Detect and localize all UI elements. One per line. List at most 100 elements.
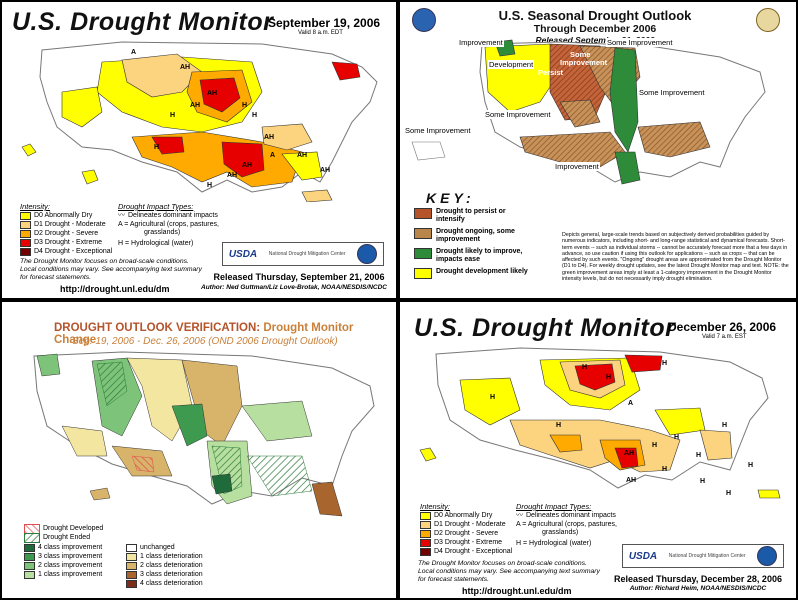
- map-label: AH: [227, 172, 238, 179]
- noaa-logo: [412, 8, 436, 32]
- panel4-map: [419, 347, 781, 499]
- label-persist: Persist: [538, 68, 564, 77]
- map-label: H: [700, 478, 706, 485]
- impact-row: 〰 Delineates dominant impacts: [516, 512, 616, 519]
- noaa-logo: [357, 244, 378, 264]
- map-label: H: [606, 374, 612, 381]
- panel1-title: U.S. Drought Monitor: [12, 8, 274, 36]
- swatch: [20, 248, 31, 256]
- panel3-map: [33, 351, 375, 517]
- map-label: H: [652, 442, 658, 449]
- legend-d2: D2 Drought - Severe: [420, 530, 498, 538]
- key-persist: Drought to persist or intensify: [414, 208, 534, 224]
- impact-title: Drought Impact Types:: [516, 502, 592, 511]
- legend-deteriorate-2: 2 class deterioration: [126, 562, 203, 570]
- panel2-title: U.S. Seasonal Drought Outlook: [498, 8, 692, 23]
- panel1-url[interactable]: http://drought.unl.edu/dm: [60, 284, 170, 294]
- impact-row: A = Agricultural (crops, pastures,: [516, 521, 617, 528]
- map-label: H: [170, 112, 176, 119]
- map-label: H: [662, 360, 668, 367]
- map-label: H: [207, 182, 213, 189]
- map-label: H: [490, 394, 496, 401]
- impact-line-icon: 〰: [118, 212, 125, 219]
- impact-row: grasslands): [144, 229, 181, 236]
- legend-improve-1: 1 class improvement: [24, 571, 102, 579]
- panel4-date: December 26, 2006: [668, 320, 777, 334]
- panel4-author: Author: Richard Heim, NOAA/NESDIS/NCDC: [629, 585, 767, 592]
- legend-deteriorate-3: 3 class deterioration: [126, 571, 203, 579]
- map-label: AH: [626, 477, 637, 484]
- noaa-logo: [757, 546, 778, 566]
- map-label: AH: [207, 90, 218, 97]
- map-label: H: [154, 144, 160, 151]
- swatch: [20, 212, 31, 220]
- impact-row: grasslands): [542, 529, 579, 536]
- panel4-url[interactable]: http://drought.unl.edu/dm: [462, 586, 572, 596]
- impact-row: 〰 Delineates dominant impacts: [118, 212, 218, 219]
- panel1-logos: USDA National Drought Mitigation Center: [222, 242, 384, 266]
- map-label: AH: [242, 162, 253, 169]
- impact-row: H = Hydrological (water): [118, 240, 194, 247]
- commerce-seal-icon: [756, 8, 780, 32]
- legend-improve-4: 4 class improvement: [24, 544, 102, 552]
- key-development: Drought development likely: [414, 268, 534, 279]
- key-title: KEY:: [426, 190, 475, 206]
- panel4-logos: USDA National Drought Mitigation Center: [622, 544, 784, 568]
- panel1-released: Released Thursday, September 21, 2006: [213, 272, 385, 282]
- map-label: AH: [624, 450, 635, 457]
- intensity-title: Intensity:: [420, 502, 451, 511]
- panel4-title: U.S. Drought Monitor: [414, 314, 676, 342]
- map-label: H: [748, 462, 754, 469]
- ndmc-logo: National Drought Mitigation Center: [668, 553, 746, 559]
- panel-drought-monitor-dec: U.S. Drought Monitor December 26, 2006 V…: [400, 302, 796, 598]
- map-label: A: [131, 49, 137, 56]
- intensity-title: Intensity:: [20, 202, 51, 211]
- map-label: H: [252, 112, 258, 119]
- verification-title: DROUGHT OUTLOOK VERIFICATION: Drought Mo…: [54, 322, 354, 346]
- impact-title: Drought Impact Types:: [118, 202, 194, 211]
- map-label: AH: [297, 152, 308, 159]
- map-label: H: [662, 466, 668, 473]
- label-some-improvement-ne: Some Improvement: [638, 88, 706, 97]
- usda-logo: USDA: [628, 550, 658, 562]
- panel2-map: [411, 39, 766, 185]
- label-some: Some: [570, 50, 591, 59]
- legend-unchanged: unchanged: [126, 544, 175, 552]
- map-label: AH: [320, 167, 331, 174]
- map-label: H: [696, 452, 702, 459]
- map-label: H: [556, 422, 562, 429]
- legend-improve-2: 2 class improvement: [24, 562, 102, 570]
- panel-seasonal-outlook: U.S. Seasonal Drought Outlook Through De…: [400, 2, 796, 298]
- map-label: H: [722, 422, 728, 429]
- map-label: AH: [180, 64, 191, 71]
- legend-improve-3: 3 class improvement: [24, 553, 102, 561]
- usda-logo: USDA: [228, 248, 258, 260]
- map-label: AH: [190, 102, 201, 109]
- label-improvement: Improvement: [458, 38, 504, 47]
- key-improve: Drought likely to improve, impacts ease: [414, 248, 534, 264]
- legend-drought-ended: Drought Ended: [24, 533, 90, 543]
- impact-row: A = Agricultural (crops, pastures,: [118, 221, 219, 228]
- label-some-improvement-nw: Some Improvement: [606, 38, 674, 47]
- legend-d1: D1 Drought - Moderate: [20, 221, 106, 229]
- map-label: AH: [264, 134, 275, 141]
- legend-d4: D4 Drought - Exceptional: [20, 248, 112, 256]
- label-some-improvement-mid: Some Improvement: [484, 110, 552, 119]
- swatch: [20, 239, 31, 247]
- verification-subtitle: Sep. 19, 2006 - Dec. 26, 2006 (OND 2006 …: [72, 336, 338, 347]
- panel4-valid: Valid 7 a.m. EST: [702, 334, 747, 340]
- map-label: H: [674, 434, 680, 441]
- panel-verification: DROUGHT OUTLOOK VERIFICATION: Drought Mo…: [2, 302, 396, 598]
- swatch: [20, 221, 31, 229]
- legend-d2: D2 Drought - Severe: [20, 230, 98, 238]
- label-improvement-s: Improvement: [554, 162, 600, 171]
- impact-row: H = Hydrological (water): [516, 540, 592, 547]
- legend-d0: D0 Abnormally Dry: [20, 212, 92, 220]
- legend-deteriorate-1: 1 class deterioration: [126, 553, 203, 561]
- map-label: A: [628, 400, 634, 407]
- panel1-date: September 19, 2006: [268, 16, 381, 30]
- legend-d3: D3 Drought - Extreme: [420, 539, 502, 547]
- panel2-subtitle: Through December 2006: [533, 23, 657, 35]
- panel4-released: Released Thursday, December 28, 2006: [614, 574, 782, 584]
- outlook-paragraph: Depicts general, large-scale trends base…: [562, 232, 789, 283]
